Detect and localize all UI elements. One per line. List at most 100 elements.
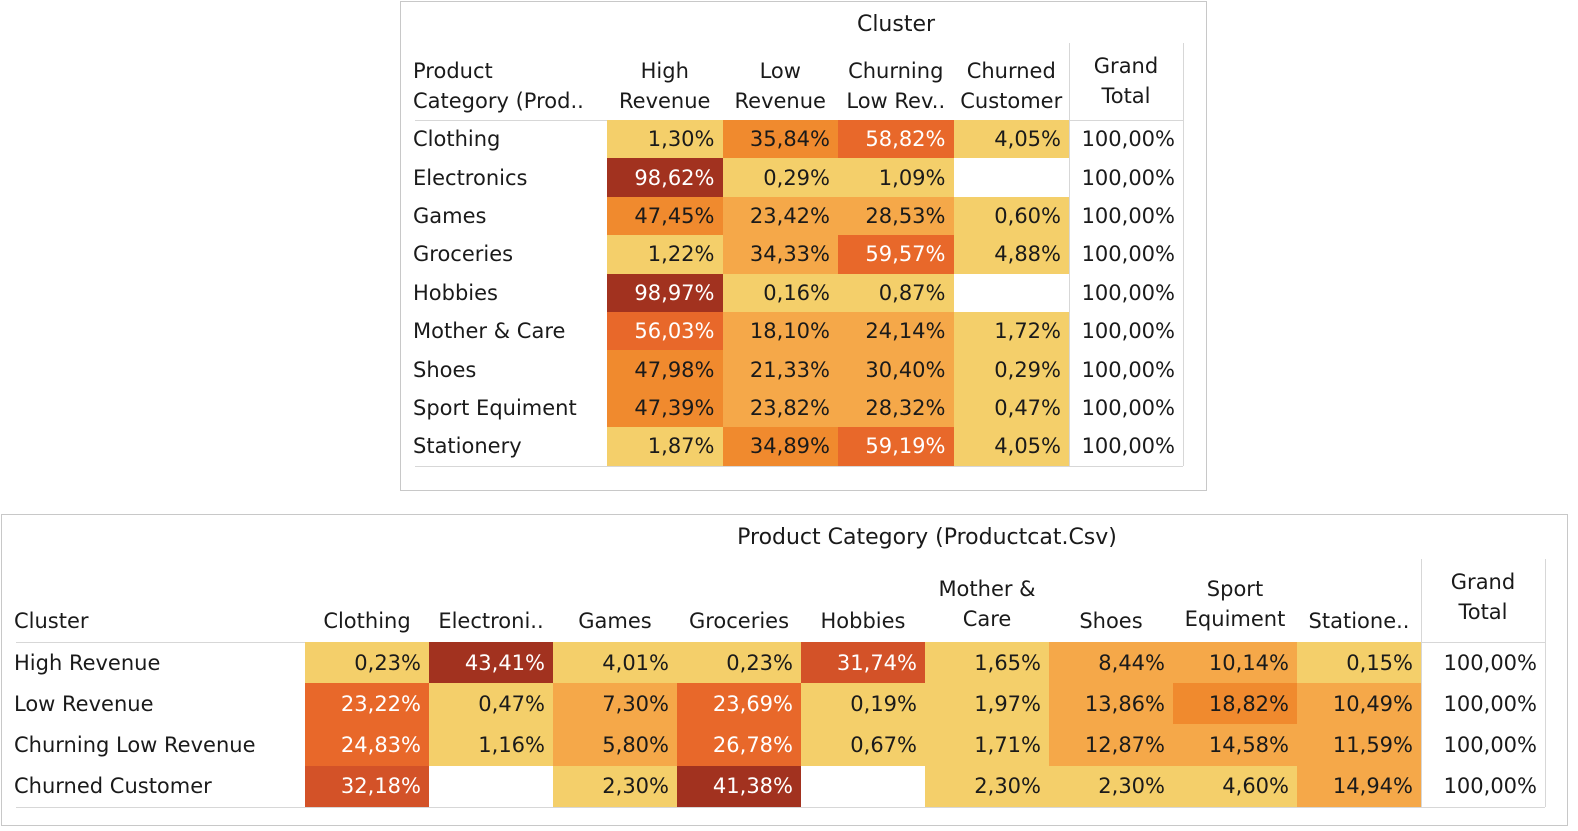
heatmap-cell: 7,30% [553,683,677,725]
heatmap-cell: 1,09% [838,158,954,197]
heatmap-cell: 98,62% [607,158,723,197]
heatmap-cell: 0,29% [953,350,1069,389]
heatmap-cell: 1,16% [429,724,553,766]
grand-total-cell: 100,00% [1443,650,1537,675]
heatmap-cell: 30,40% [838,350,954,389]
heatmap-cell: 14,58% [1173,724,1297,766]
column-header: Hobbies [820,609,906,633]
heatmap-cell: 41,38% [677,765,801,807]
heatmap-cell: 28,53% [838,196,954,236]
grand-total-cell: 100,00% [1443,774,1537,799]
heatmap-cell: 18,82% [1173,683,1297,725]
row-label: Electronics [413,165,528,190]
heatmap-cell: 59,19% [838,427,954,466]
heatmap-cell: 35,84% [722,120,838,159]
heatmap-cell: 59,57% [838,235,954,274]
heatmap-cell: 0,47% [429,683,553,725]
grand-total-cell: 100,00% [1081,165,1175,190]
heatmap-cell: 43,41% [429,642,553,684]
heatmap-cell: 0,23% [305,642,429,684]
heatmap-cell: 26,78% [677,724,801,766]
heatmap-cell: 0,29% [722,158,838,197]
column-header: Churning Low Rev.. [846,59,946,113]
heatmap-cell: 0,67% [801,724,925,766]
row-label: Games [413,203,487,228]
grand-total-cell: 100,00% [1081,395,1175,420]
heatmap-cell [429,766,553,807]
heatmap-cell: 0,60% [953,196,1069,236]
heatmap-cell: 2,30% [925,765,1049,807]
grid-line [415,465,1183,467]
grid-line [1421,559,1422,807]
heatmap-cell: 10,49% [1297,683,1421,725]
heatmap-cell: 0,23% [677,642,801,684]
row-label: Shoes [413,357,477,382]
heatmap-cell: 10,14% [1173,642,1297,684]
column-header: Sport Equiment [1184,577,1286,631]
heatmap-cell: 14,94% [1297,765,1421,807]
grand-total-cell: 100,00% [1443,691,1537,716]
heatmap-cell: 28,32% [838,388,954,428]
heatmap-cell: 34,89% [722,427,838,466]
grid-line [1183,43,1184,466]
grand-total-cell: 100,00% [1081,357,1175,382]
grid-line [16,806,1545,808]
row-label: Groceries [413,242,514,267]
heatmap-cell: 2,30% [1049,765,1173,807]
category-by-cluster-table: Product Category (Productcat.Csv) Cluster… [1,514,1568,826]
row-label: Low Revenue [14,691,154,716]
column-header: Electroni.. [438,609,544,633]
column-header: Games [578,609,652,633]
grand-total-cell: 100,00% [1081,242,1175,267]
heatmap-cell: 23,82% [722,388,838,428]
heatmap-cell: 1,87% [607,427,723,466]
grand-total-cell: 100,00% [1081,127,1175,152]
column-header: Statione.. [1308,609,1410,633]
heatmap-cell: 0,47% [953,388,1069,428]
row-label: Churned Customer [14,774,212,799]
heatmap-cell [954,158,1070,196]
table-title: Product Category (Productcat.Csv) [737,525,1117,550]
heatmap-cell: 11,59% [1297,724,1421,766]
column-header: Low Revenue [734,59,826,113]
heatmap-cell [954,274,1070,312]
heatmap-cell: 21,33% [722,350,838,389]
heatmap-cell: 0,87% [838,273,954,312]
heatmap-cell: 0,19% [801,683,925,725]
heatmap-cell: 8,44% [1049,642,1173,684]
heatmap-cell: 98,97% [607,273,723,312]
heatmap-cell: 4,88% [953,235,1069,274]
heatmap-cell: 0,16% [722,273,838,312]
heatmap-cell: 31,74% [801,642,925,684]
row-label: High Revenue [14,650,161,675]
row-label: Hobbies [413,280,498,305]
row-header: Product Category (Prod.. [413,59,584,113]
heatmap-cell: 47,45% [607,196,723,236]
grand-total-header: Grand Total [1093,54,1159,107]
column-header: Churned Customer [960,59,1063,113]
heatmap-cell: 12,87% [1049,724,1173,766]
row-header: Cluster [14,609,89,633]
column-header: Clothing [323,609,411,633]
heatmap-cell: 34,33% [722,235,838,274]
heatmap-cell: 2,30% [553,765,677,807]
heatmap-cell: 1,22% [607,235,723,274]
heatmap-cell: 18,10% [722,312,838,351]
heatmap-cell: 56,03% [607,312,723,351]
heatmap-cell: 23,69% [677,683,801,725]
column-header: High Revenue [619,59,711,113]
row-label: Sport Equiment [413,395,577,420]
grand-total-cell: 100,00% [1081,203,1175,228]
column-header: Shoes [1079,609,1143,633]
grand-total-cell: 100,00% [1081,280,1175,305]
grand-total-cell: 100,00% [1081,319,1175,344]
heatmap-cell: 47,98% [607,350,723,389]
heatmap-cell: 4,01% [553,642,677,684]
heatmap-cell: 4,60% [1173,765,1297,807]
heatmap-cell: 1,97% [925,683,1049,725]
heatmap-cell: 0,15% [1297,642,1421,684]
heatmap-cell [801,766,925,807]
heatmap-cell: 23,22% [305,683,429,725]
heatmap-cell: 5,80% [553,724,677,766]
heatmap-cell: 13,86% [1049,683,1173,725]
